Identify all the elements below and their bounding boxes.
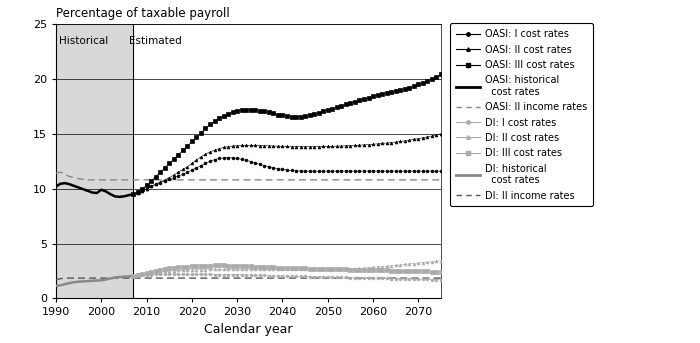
Bar	[133, 24, 441, 298]
Text: Estimated: Estimated	[130, 36, 182, 46]
Text: Historical: Historical	[59, 36, 108, 46]
X-axis label: Calendar year: Calendar year	[204, 323, 293, 336]
Legend: OASI: I cost rates, OASI: II cost rates, OASI: III cost rates, OASI: historical
: OASI: I cost rates, OASI: II cost rates,…	[449, 23, 593, 206]
Bar	[56, 24, 133, 298]
Text: Percentage of taxable payroll: Percentage of taxable payroll	[56, 7, 230, 20]
